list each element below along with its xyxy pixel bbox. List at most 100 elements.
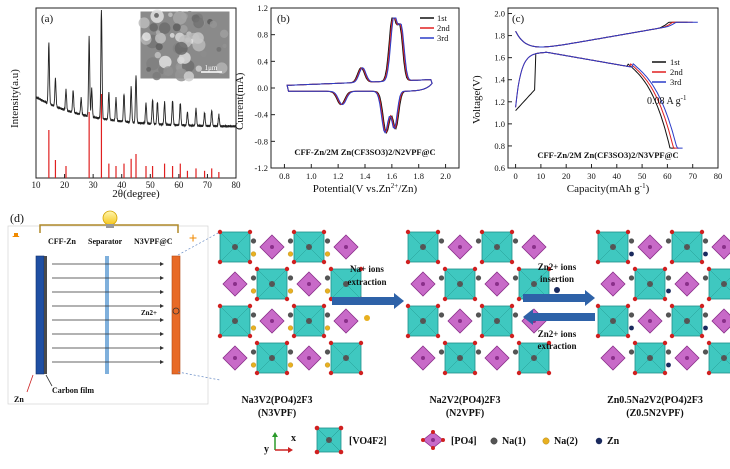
axis-x-head <box>288 447 293 453</box>
f-atom <box>284 266 290 272</box>
panel-b-xticks: 0.8 1.0 1.2 1.4 1.6 1.8 2.0 <box>279 164 451 181</box>
f-atom <box>595 259 601 265</box>
na1-atom <box>250 275 257 281</box>
panel-d: (d) − + CFF-Zn Separator N3VPF@C Zn2+ Zn… <box>7 210 730 455</box>
c-ytick-label: 1.4 <box>494 75 505 85</box>
arrow1-line1: Na+ ions <box>350 264 384 274</box>
f-atom <box>662 340 668 346</box>
arrow-zn-extraction: Zn2+ ions extraction <box>523 309 595 351</box>
sem-grain <box>222 43 227 49</box>
na1-atom <box>665 238 672 244</box>
f-atom <box>699 229 705 235</box>
a-tick-label: 80 <box>232 180 242 190</box>
na2-atom <box>250 251 257 257</box>
na1-atom <box>628 349 635 355</box>
f-atom <box>358 266 364 272</box>
f-atom <box>284 296 290 302</box>
v-atom <box>232 318 238 324</box>
v-atom <box>420 244 426 250</box>
na1-atom <box>665 275 672 281</box>
panel-b-yticks: 1.2 0.8 0.4 0.0 -0.4 -0.8 -1.2 <box>255 3 275 173</box>
sem-grain <box>169 33 175 38</box>
formula-2: Na2V2(PO4)2F3 <box>429 395 500 406</box>
a-tick-label: 10 <box>32 180 42 190</box>
f-atom <box>509 333 515 339</box>
panel-d-label: (d) <box>10 211 24 225</box>
sem-grain <box>163 66 174 77</box>
sem-grain <box>174 41 188 55</box>
na1-icon <box>490 437 498 445</box>
f-atom <box>254 266 260 272</box>
b-xtick-label: 1.8 <box>413 171 424 181</box>
zn-atom <box>629 325 634 331</box>
f-atom <box>625 259 631 265</box>
b-ytick-label: -0.8 <box>255 136 268 146</box>
zn-label: Zn <box>14 395 24 404</box>
sem-grain <box>149 23 158 32</box>
na2-atom <box>324 251 331 257</box>
f-atom <box>662 370 668 376</box>
f-atom <box>516 340 522 346</box>
c-legend-label: 3rd <box>670 77 682 87</box>
f-atom <box>669 333 675 339</box>
minus-sign: − <box>12 230 20 245</box>
v-atom <box>232 244 238 250</box>
zn-pointer <box>26 374 34 393</box>
v-atom <box>306 318 312 324</box>
na2-atom <box>324 362 331 368</box>
panel-b-system-label: CFF-Zn/2M Zn(CF3SO3)2/N2VPF@C <box>294 147 435 157</box>
v-atom <box>420 318 426 324</box>
f-atom <box>662 266 668 272</box>
p-atom <box>495 282 499 286</box>
p-atom <box>648 245 652 249</box>
f-atom <box>706 370 712 376</box>
c-ytick-label: 1.6 <box>494 53 505 63</box>
panel-a-xticks: 10 20 30 40 50 60 70 80 <box>32 174 242 190</box>
p-atom <box>270 319 274 323</box>
f-atom <box>405 229 411 235</box>
b-xtick-label: 0.8 <box>279 171 290 181</box>
c-legend-label: 2nd <box>670 67 684 77</box>
b-ytick-label: 0.4 <box>257 56 268 66</box>
sem-grain <box>216 46 222 52</box>
na1-atom <box>702 238 709 244</box>
na1-atom <box>512 238 519 244</box>
na1-atom <box>475 312 482 318</box>
panel-a-label: (a) <box>41 13 54 25</box>
v-atom <box>610 318 616 324</box>
na1-atom <box>438 349 445 355</box>
sem-grain <box>138 17 150 29</box>
f-atom <box>706 340 712 346</box>
panel-b-ylabel: Current(mA) <box>234 72 246 130</box>
zn-atom <box>629 251 634 257</box>
f-atom <box>217 259 223 265</box>
zn-atom <box>703 325 708 331</box>
sem-grain <box>154 12 159 18</box>
f-atom <box>328 340 334 346</box>
abbr-1: (N3VPF) <box>258 408 296 419</box>
f-atom <box>442 266 448 272</box>
arrow2-shape <box>523 290 595 306</box>
sem-grain <box>178 52 191 64</box>
v-atom <box>721 355 727 361</box>
f-atom <box>595 229 601 235</box>
c-ytick-label: 1.8 <box>494 31 505 41</box>
c-ytick-label: 0.8 <box>494 141 505 151</box>
na1-atom <box>665 312 672 318</box>
f-atom <box>435 259 441 265</box>
c-legend-label: 1st <box>670 57 681 67</box>
f-atom <box>509 259 515 265</box>
discharge-curve <box>515 51 683 149</box>
ion-arrow-head <box>160 262 164 266</box>
ion-arrow-head <box>160 290 164 294</box>
f-atom <box>405 303 411 309</box>
b-xtick-label: 2.0 <box>440 171 451 181</box>
c-ytick-label: 1.2 <box>494 97 505 107</box>
arrow3-line2: extraction <box>538 341 577 351</box>
lightbulb-base-icon <box>106 224 114 228</box>
b-ytick-label: 1.2 <box>257 3 268 13</box>
arrow3-line1: Zn2+ ions <box>538 329 577 339</box>
f-atom <box>632 370 638 376</box>
f-atom <box>442 370 448 376</box>
a-tick-label: 70 <box>203 180 213 190</box>
